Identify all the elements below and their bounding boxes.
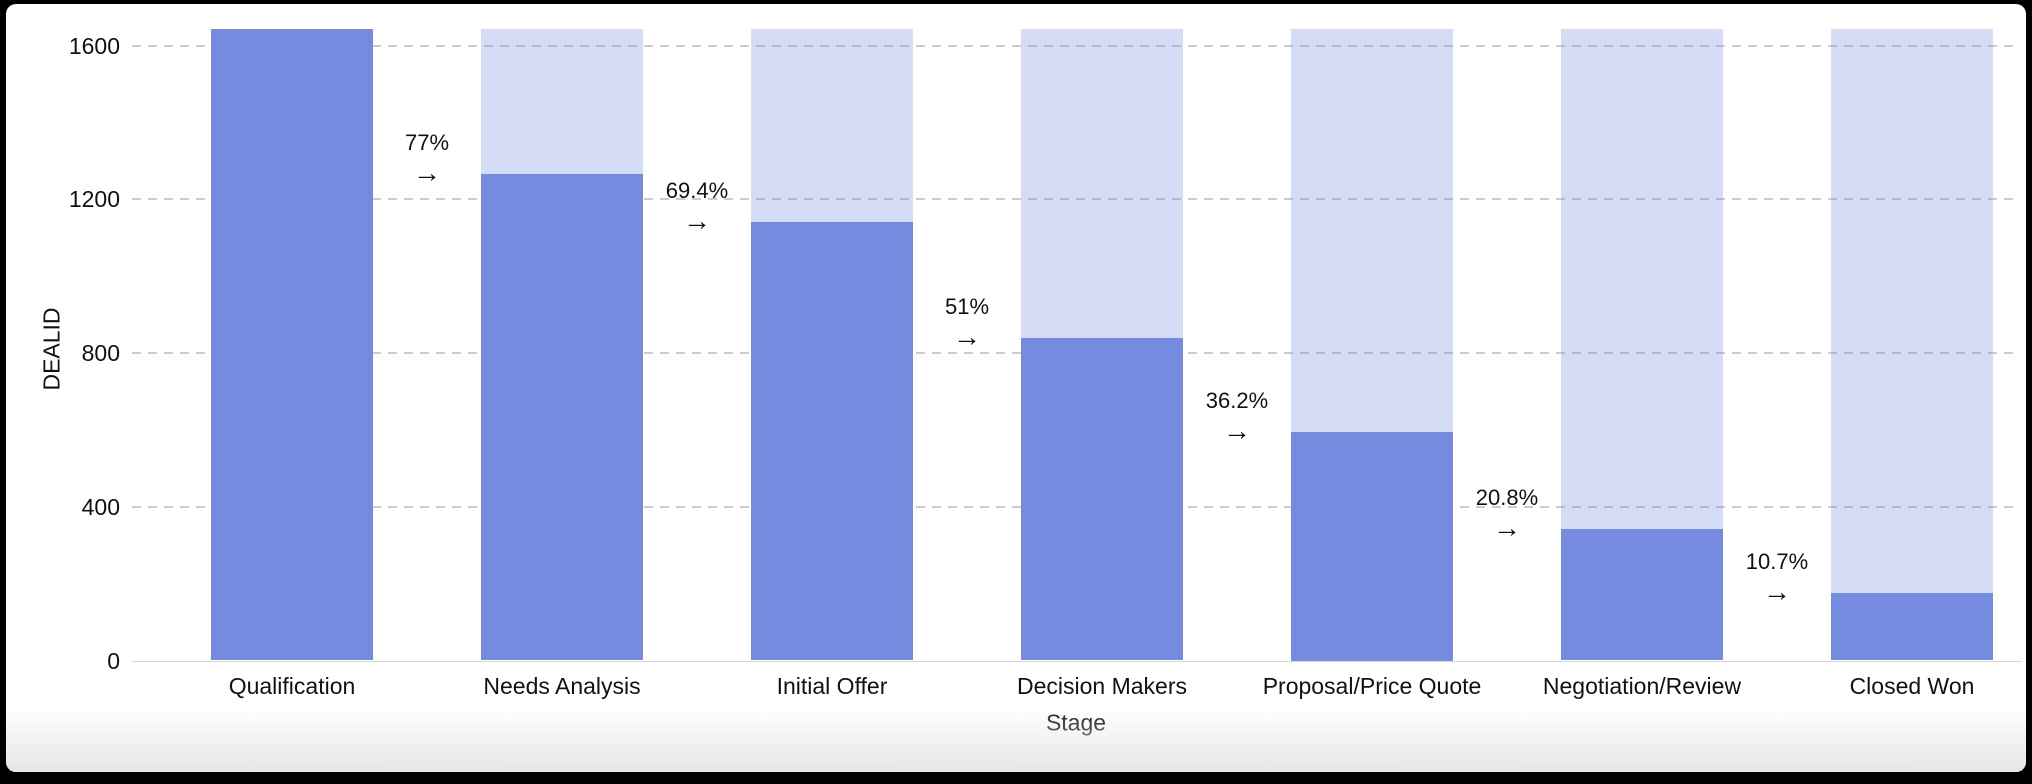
right-arrow-icon: →: [412, 156, 441, 188]
conversion-annotation: 10.7% →: [1745, 548, 1809, 607]
x-category-label: Initial Offer: [776, 673, 888, 699]
bar[interactable]: [1291, 431, 1453, 661]
conversion-annotation: 51% →: [945, 295, 989, 352]
gridline-y-1200: [132, 198, 2020, 201]
right-arrow-icon: →: [1492, 512, 1521, 544]
bar[interactable]: [1561, 529, 1723, 661]
conversion-annotation: 69.4% →: [665, 177, 729, 236]
conversion-percent-label: 10.7%: [1745, 548, 1809, 574]
conversion-percent-label: 69.4%: [665, 177, 729, 203]
right-arrow-icon: →: [1222, 414, 1251, 446]
chart-canvas: 77% → 69.4% → 51% → 36.2% → 20.8% → 10.7% → 0 400 800…: [6, 4, 2026, 772]
x-category-label: Needs Analysis: [483, 673, 641, 699]
bar[interactable]: [211, 28, 373, 661]
conversion-percent-label: 51%: [944, 294, 990, 320]
x-category-label: Proposal/Price Quote: [1262, 673, 1482, 699]
bar[interactable]: [481, 173, 643, 661]
y-tick-label-800: 800: [81, 340, 120, 366]
bar[interactable]: [751, 221, 913, 661]
y-tick-label-400: 400: [81, 493, 120, 520]
x-axis-title: Stage: [1045, 709, 1107, 736]
y-axis-title: DEALID: [38, 307, 65, 391]
conversion-annotation: 20.8% →: [1476, 486, 1538, 543]
bar[interactable]: [1021, 338, 1183, 661]
bottom-fade-gradient: [6, 708, 2026, 772]
conversion-percent-label: 77%: [404, 129, 450, 155]
x-category-label: Negotiation/Review: [1542, 673, 1742, 699]
bar-background: [1831, 28, 1993, 661]
y-tick-label-1200: 1200: [68, 186, 120, 213]
conversion-percent-label: 36.2%: [1205, 387, 1269, 413]
conversion-annotation: 36.2% →: [1205, 387, 1269, 446]
x-category-label: Qualification: [228, 673, 356, 699]
conversion-percent-label: 20.8%: [1475, 485, 1539, 511]
x-category-label: Decision Makers: [1017, 673, 1187, 699]
right-arrow-icon: →: [1762, 575, 1791, 607]
conversion-annotation: 77% →: [404, 129, 450, 188]
right-arrow-icon: →: [952, 321, 981, 353]
right-arrow-icon: →: [682, 204, 711, 236]
x-axis-line: [132, 660, 2022, 662]
bar[interactable]: [1831, 592, 1993, 661]
gridline-y-1600: [132, 44, 2020, 47]
y-tick-label-1600: 1600: [68, 32, 120, 59]
x-category-label: Closed Won: [1849, 673, 1975, 699]
y-tick-label-0: 0: [107, 647, 120, 674]
